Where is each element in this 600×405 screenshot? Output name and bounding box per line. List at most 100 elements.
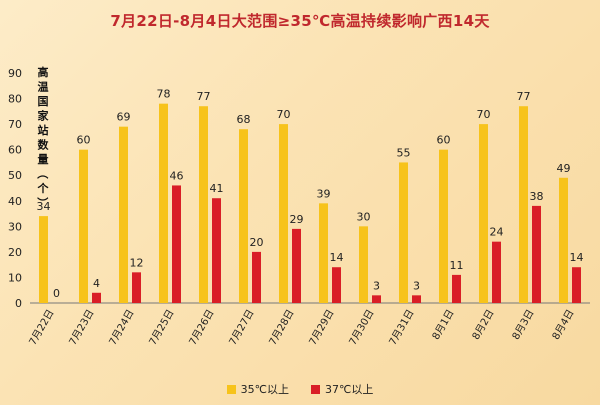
data-label-37: 3 xyxy=(373,279,380,292)
data-label-37: 4 xyxy=(93,277,100,290)
bar-35 xyxy=(119,126,128,304)
y-axis-label-char: 家 xyxy=(38,109,50,123)
data-label-37: 3 xyxy=(413,279,420,292)
y-tick-label: 10 xyxy=(8,271,22,284)
data-label-35: 60 xyxy=(77,134,91,147)
data-label-37: 46 xyxy=(170,169,184,182)
legend-swatch-35 xyxy=(226,384,236,394)
y-tick-label: 60 xyxy=(8,144,22,157)
bar-35 xyxy=(199,106,208,303)
x-category-label: 7月27日 xyxy=(227,308,257,348)
data-label-35: 55 xyxy=(397,146,411,159)
bar-37 xyxy=(212,198,221,303)
y-axis-label-char: 高 xyxy=(38,65,49,79)
data-label-35: 77 xyxy=(197,90,211,103)
data-label-35: 39 xyxy=(317,187,331,200)
bar-35 xyxy=(399,162,408,303)
bar-37 xyxy=(532,205,541,303)
bar-37 xyxy=(172,185,181,303)
y-tick-label: 90 xyxy=(8,67,22,80)
x-category-label: 7月24日 xyxy=(107,308,137,348)
y-axis-label-char: 量 xyxy=(38,153,49,166)
data-label-37: 12 xyxy=(130,256,144,269)
data-label-35: 70 xyxy=(477,108,491,121)
x-category-label: 8月3日 xyxy=(510,308,537,342)
data-label-37: 14 xyxy=(570,251,584,264)
y-tick-label: 80 xyxy=(8,93,22,106)
x-category-label: 7月30日 xyxy=(347,308,377,348)
bar-37 xyxy=(332,267,341,303)
data-labels: 34 0 60 4 69 12 78 46 77 41 68 20 70 29 39 14 30 3 55 3 60 11… xyxy=(37,88,584,300)
bar-35 xyxy=(319,203,328,303)
bar-37 xyxy=(132,272,141,303)
y-axis-label-char: 数 xyxy=(38,138,50,152)
legend-label-35: 35℃以上 xyxy=(240,383,289,396)
y-axis-label-char: ） xyxy=(36,197,49,208)
bar-35 xyxy=(279,124,288,303)
y-axis-label-char: 温 xyxy=(38,80,49,94)
data-label-37: 29 xyxy=(290,213,304,226)
y-tick-label: 20 xyxy=(8,246,22,259)
bar-35 xyxy=(239,129,248,303)
x-axis-categories: 7月22日 7月23日 7月24日 7月25日 7月26日 7月27日 7月28日 7月29日… xyxy=(27,308,577,348)
bar-35 xyxy=(519,106,528,303)
bar-35 xyxy=(159,103,168,304)
x-category-label: 7月22日 xyxy=(27,308,57,348)
data-label-35: 70 xyxy=(277,108,291,121)
data-label-35: 60 xyxy=(437,134,451,147)
x-category-label: 7月29日 xyxy=(307,308,337,348)
y-axis-label-char: 国 xyxy=(38,95,49,108)
y-axis-label-char: 个 xyxy=(37,181,50,195)
bar-37 xyxy=(372,295,381,303)
y-axis-label-char: 站 xyxy=(38,123,49,137)
x-category-label: 7月23日 xyxy=(67,308,97,348)
bar-35 xyxy=(479,124,488,303)
chart-title: 7月22日-8月4日大范围≥35℃高温持续影响广西14天 xyxy=(110,12,490,30)
x-category-label: 7月31日 xyxy=(387,308,417,348)
x-category-label: 7月26日 xyxy=(187,308,217,348)
y-tick-label: 30 xyxy=(8,220,22,233)
legend-label-37: 37℃以上 xyxy=(325,383,374,396)
y-axis-label-char: （ xyxy=(36,168,49,179)
x-category-label: 8月1日 xyxy=(430,308,457,342)
y-tick-label: 50 xyxy=(8,169,22,182)
x-category-label: 7月28日 xyxy=(267,308,297,348)
legend: 35℃以上 37℃以上 xyxy=(0,381,600,397)
data-label-37: 38 xyxy=(530,190,544,203)
bar-37 xyxy=(572,267,581,303)
x-category-label: 8月4日 xyxy=(550,308,577,342)
data-label-35: 68 xyxy=(237,113,251,126)
y-tick-label: 40 xyxy=(8,195,22,208)
data-label-35: 77 xyxy=(517,90,531,103)
legend-swatch-37 xyxy=(311,384,320,394)
legend-item-37: 37℃以上 xyxy=(311,381,373,397)
data-label-37: 24 xyxy=(490,226,504,239)
data-label-35: 34 xyxy=(37,200,51,213)
x-category-label: 8月2日 xyxy=(470,308,497,342)
data-label-37: 20 xyxy=(250,236,264,249)
bar-37 xyxy=(452,274,461,303)
bar-37 xyxy=(92,292,101,303)
y-tick-label: 0 xyxy=(15,297,22,310)
data-label-35: 69 xyxy=(117,111,131,124)
data-label-37: 11 xyxy=(450,259,464,272)
bars xyxy=(39,103,581,304)
bar-37 xyxy=(492,241,501,303)
bar-35 xyxy=(439,149,448,303)
bar-35 xyxy=(359,226,368,303)
legend-item-35: 35℃以上 xyxy=(226,381,289,397)
y-tick-label: 70 xyxy=(8,118,22,131)
bar-37 xyxy=(412,295,421,303)
y-axis-ticks: 0 10 20 30 40 50 60 70 80 90 xyxy=(8,67,22,310)
bar-35 xyxy=(39,216,48,303)
x-category-label: 7月25日 xyxy=(147,308,177,348)
bar-35 xyxy=(79,149,88,303)
bar-35 xyxy=(559,177,568,303)
data-label-35: 78 xyxy=(157,88,171,101)
bar-37 xyxy=(252,251,261,303)
data-label-37: 0 xyxy=(53,287,60,300)
data-label-37: 14 xyxy=(330,251,344,264)
data-label-37: 41 xyxy=(210,182,224,195)
